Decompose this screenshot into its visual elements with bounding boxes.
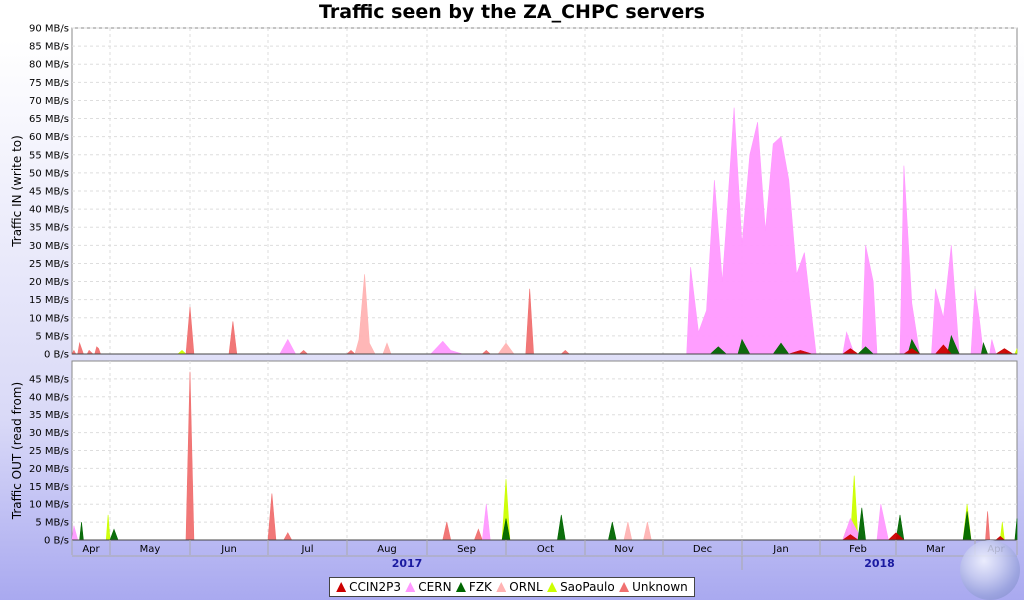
y-tick-label: 40 MB/s: [29, 205, 69, 216]
legend-swatch-icon: [405, 582, 416, 592]
legend-label: CERN: [418, 580, 452, 594]
y-tick-label: 90 MB/s: [29, 24, 69, 35]
legend-swatch-icon: [496, 582, 507, 592]
x-tick-label: Aug: [377, 544, 397, 555]
plot-area: [71, 360, 1018, 541]
y-tick-label: 50 MB/s: [29, 168, 69, 179]
x-tick-label: Oct: [537, 544, 554, 555]
legend-label: Unknown: [632, 580, 688, 594]
y-tick-label: 80 MB/s: [29, 60, 69, 71]
globe-logo-icon: [960, 540, 1020, 600]
y-tick-label: 75 MB/s: [29, 78, 69, 89]
x-tick-label: Nov: [614, 544, 634, 555]
y-tick-label: 25 MB/s: [29, 259, 69, 270]
series-area-fzk: [79, 507, 1018, 541]
x-tick-label: Dec: [693, 544, 712, 555]
legend-item-saopaulo: SaoPaulo: [547, 580, 615, 594]
y-tick-label: 10 MB/s: [29, 313, 69, 324]
legend-label: CCIN2P3: [349, 580, 401, 594]
legend-label: ORNL: [509, 580, 543, 594]
y-tick-label: 15 MB/s: [29, 295, 69, 306]
y-tick-label: 65 MB/s: [29, 114, 69, 125]
y-tick-label: 55 MB/s: [29, 150, 69, 161]
y-axis-label: Traffic OUT (read from): [10, 382, 24, 520]
y-tick-label: 35 MB/s: [29, 410, 69, 421]
y-tick-label: 0 B/s: [44, 536, 69, 547]
y-tick-label: 15 MB/s: [29, 482, 69, 493]
y-tick-label: 85 MB/s: [29, 42, 69, 53]
x-tick-label: May: [140, 544, 161, 555]
y-tick-label: 35 MB/s: [29, 223, 69, 234]
legend-item-ccin2p3: CCIN2P3: [336, 580, 401, 594]
x-tick-label: Jan: [772, 544, 788, 555]
legend-item-fzk: FZK: [455, 580, 492, 594]
legend-label: FZK: [468, 580, 492, 594]
legend-item-cern: CERN: [405, 580, 452, 594]
x-tick-label: Jul: [300, 544, 313, 555]
series-area-ornl: [354, 274, 515, 355]
x-tick-label: Mar: [926, 544, 946, 555]
y-tick-label: 45 MB/s: [29, 374, 69, 385]
y-tick-label: 10 MB/s: [29, 500, 69, 511]
legend: CCIN2P3 CERN FZK ORNL SaoPaulo Unknown: [329, 577, 695, 597]
y-tick-label: 70 MB/s: [29, 96, 69, 107]
legend-item-ornl: ORNL: [496, 580, 543, 594]
y-tick-label: 20 MB/s: [29, 277, 69, 288]
y-tick-label: 5 MB/s: [35, 331, 69, 342]
x-year-label: 2017: [392, 557, 423, 570]
legend-swatch-icon: [547, 582, 558, 592]
y-tick-label: 45 MB/s: [29, 187, 69, 198]
legend-item-unknown: Unknown: [619, 580, 688, 594]
chart-title: Traffic seen by the ZA_CHPC servers: [319, 1, 705, 23]
legend-label: SaoPaulo: [560, 580, 615, 594]
y-tick-label: 25 MB/s: [29, 446, 69, 457]
y-tick-label: 20 MB/s: [29, 464, 69, 475]
x-year-label: 2018: [864, 557, 895, 570]
y-tick-label: 60 MB/s: [29, 132, 69, 143]
x-tick-label: Jun: [220, 544, 237, 555]
y-tick-label: 40 MB/s: [29, 392, 69, 403]
legend-swatch-icon: [455, 582, 466, 592]
x-tick-label: Apr: [82, 544, 100, 555]
series-area-ccin2p3: [841, 532, 1006, 541]
plot-area: [71, 27, 1018, 355]
x-tick-label: Feb: [849, 544, 867, 555]
legend-swatch-icon: [619, 582, 630, 592]
x-tick-label: Sep: [457, 544, 476, 555]
y-tick-label: 30 MB/s: [29, 241, 69, 252]
y-tick-label: 5 MB/s: [35, 518, 69, 529]
y-tick-label: 30 MB/s: [29, 428, 69, 439]
y-axis-label: Traffic IN (write to): [10, 135, 24, 248]
legend-swatch-icon: [336, 582, 347, 592]
y-tick-label: 0 B/s: [44, 350, 69, 361]
